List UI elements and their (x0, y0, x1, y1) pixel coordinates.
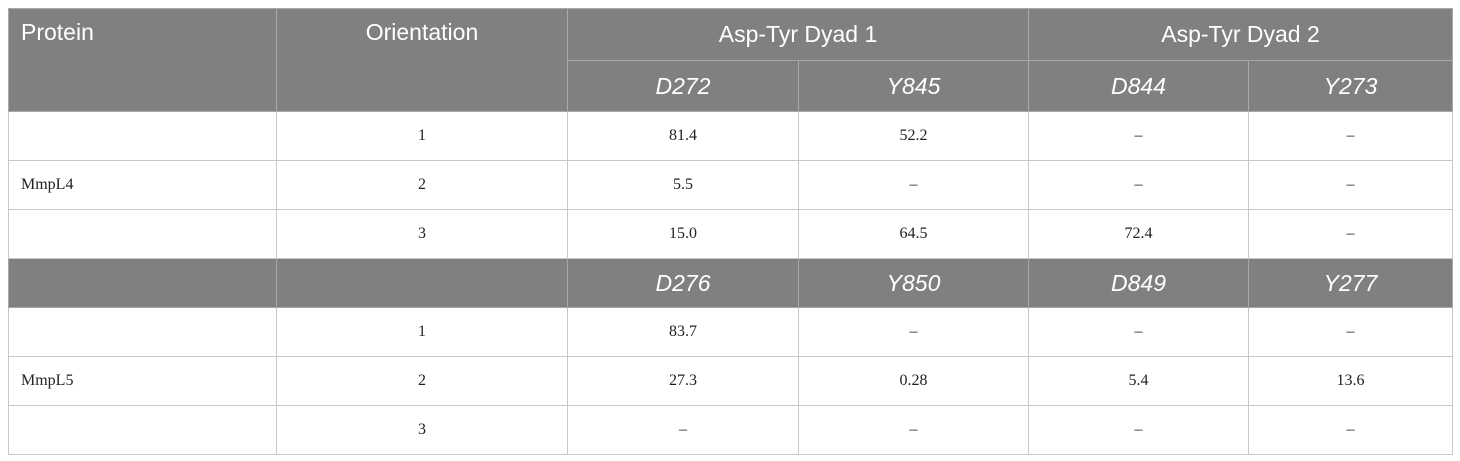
protein-cell (8, 111, 277, 161)
header-cell: Orientation (276, 8, 568, 112)
protein-cell (8, 405, 277, 455)
subheader-cell: Y277 (1248, 258, 1453, 308)
data-cell: – (1028, 307, 1249, 357)
data-cell: – (1248, 307, 1453, 357)
data-cell: 5.5 (567, 160, 799, 210)
data-cell: – (1028, 160, 1249, 210)
data-cell: – (1248, 160, 1453, 210)
protein-cell: MmpL4 (8, 160, 277, 210)
data-row: MmpL5 2 27.3 0.28 5.4 13.6 (8, 356, 1453, 406)
data-cell: 2 (276, 160, 568, 210)
subheader-cell: Y850 (798, 258, 1029, 308)
data-cell: 15.0 (567, 209, 799, 259)
data-cell: 27.3 (567, 356, 799, 406)
data-row: 1 83.7– – – (8, 307, 1453, 357)
data-cell: – (1028, 111, 1249, 161)
subheader-cell: D844 (1028, 60, 1249, 112)
protein-cell: MmpL5 (8, 356, 277, 406)
data-cell: 0.28 (798, 356, 1029, 406)
subheader-row: D276 Y850 D849 Y277 (8, 258, 1453, 308)
subheader-row: D272 Y845 D844 Y273 (9, 60, 1453, 112)
data-cell: – (1248, 405, 1453, 455)
data-cell: 5.4 (1028, 356, 1249, 406)
data-row: MmpL4 2 5.5– – – (8, 160, 1453, 210)
data-row: 3 15.0 64.5 72.4– (8, 209, 1453, 259)
data-cell: – (1248, 209, 1453, 259)
subheader-cell: Y845 (798, 60, 1029, 112)
data-cell: 3 (276, 209, 568, 259)
data-table: Protein Orientation Asp-Tyr Dyad 1 Asp-T… (8, 8, 1453, 455)
subheader-cell: Y273 (1248, 60, 1453, 112)
data-cell: 81.4 (567, 111, 799, 161)
data-cell: – (798, 405, 1029, 455)
subheader-cell: D272 (567, 60, 799, 112)
header-cell: Asp-Tyr Dyad 2 (1028, 8, 1453, 61)
protein-cell (8, 307, 277, 357)
data-cell: 1 (276, 111, 568, 161)
data-cell: 52.2 (798, 111, 1029, 161)
subheader-cell: D276 (567, 258, 799, 308)
data-cell: – (567, 405, 799, 455)
header-cell: Protein (8, 8, 277, 112)
data-cell: – (1248, 111, 1453, 161)
protein-cell (8, 209, 277, 259)
data-cell: 13.6 (1248, 356, 1453, 406)
subheader-cell: D849 (1028, 258, 1249, 308)
header-row: Protein Orientation Asp-Tyr Dyad 1 Asp-T… (8, 8, 1453, 112)
data-cell: – (798, 160, 1029, 210)
data-cell: 2 (276, 356, 568, 406)
header-cell (276, 258, 568, 308)
data-cell: 72.4 (1028, 209, 1249, 259)
header-cell (8, 258, 277, 308)
data-cell: – (1028, 405, 1249, 455)
data-cell: 64.5 (798, 209, 1029, 259)
data-row: 3– – – – (8, 405, 1453, 455)
data-cell: – (798, 307, 1029, 357)
data-cell: 83.7 (567, 307, 799, 357)
data-cell: 1 (276, 307, 568, 357)
data-cell: 3 (276, 405, 568, 455)
table-body: Protein Orientation Asp-Tyr Dyad 1 Asp-T… (8, 8, 1453, 455)
data-row: 1 81.4 52.2– – (8, 111, 1453, 161)
header-cell: Asp-Tyr Dyad 1 (567, 8, 1029, 61)
